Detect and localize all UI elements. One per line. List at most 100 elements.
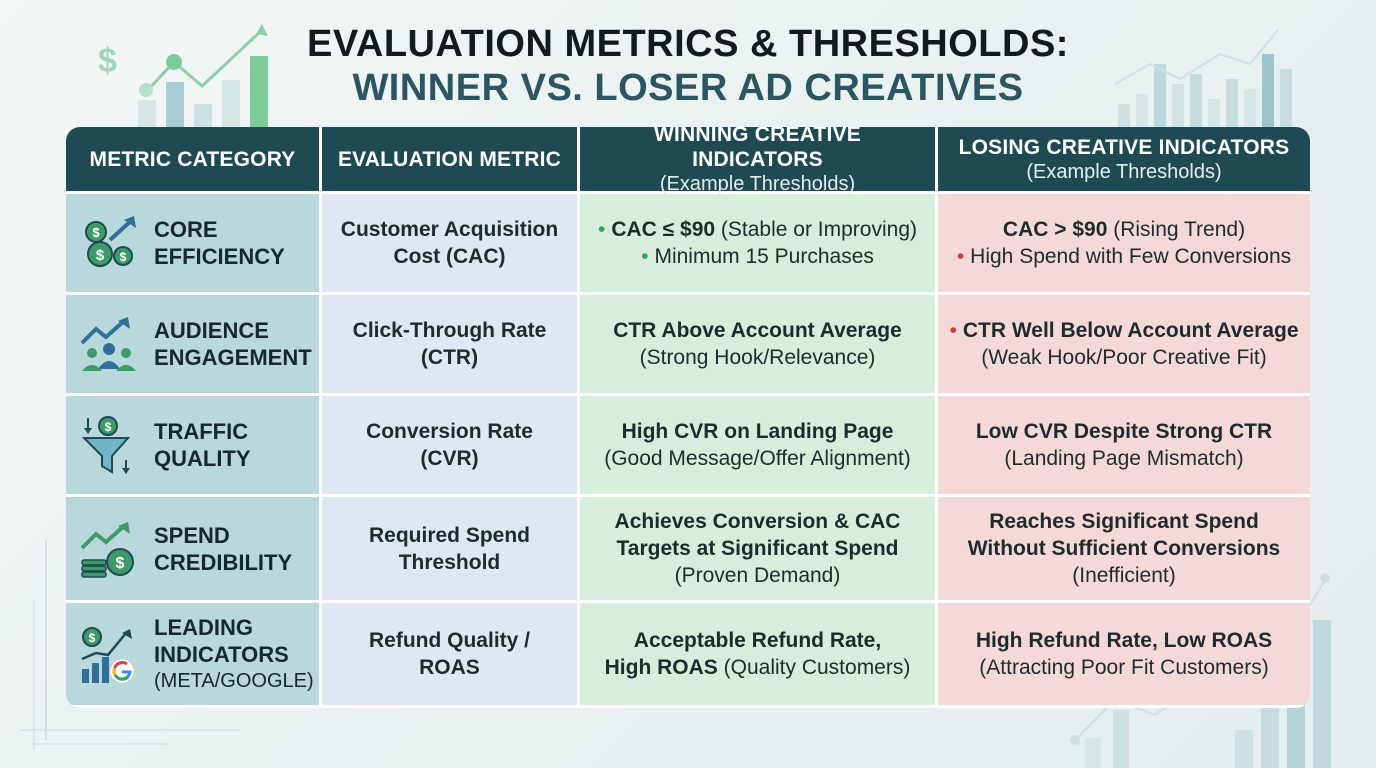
metrics-table: METRIC CATEGORY EVALUATION METRIC WINNIN… [66, 127, 1310, 708]
metric-line: Customer Acquisition [340, 218, 559, 241]
header-label: WINNING CREATIVE INDICATORS [654, 127, 861, 171]
category-label: TRAFFIC QUALITY [154, 418, 251, 472]
lose-text: High Spend with Few Conversions [970, 245, 1292, 268]
category-label: CORE EFFICIENCY [154, 216, 285, 270]
decor-lines-bottom-left [20, 540, 240, 750]
metric-line: Click-Through Rate [352, 319, 547, 342]
win-ctr: CTR Above Account Average (Strong Hook/R… [580, 295, 938, 396]
win-bold: High CVR on Landing Page [621, 420, 894, 443]
metric-line: Refund Quality / [368, 629, 530, 652]
category-line: EFFICIENCY [154, 244, 285, 269]
header-label: EVALUATION METRIC [337, 147, 562, 171]
funnel-icon: $ [81, 416, 131, 474]
header-winning-indicators: WINNING CREATIVE INDICATORS (Example Thr… [580, 127, 938, 195]
title-line-2: WINNER VS. LOSER AD CREATIVES [352, 67, 1024, 109]
win-line: • CAC ≤ $90 (Stable or Improving) [598, 216, 917, 243]
decor-chart-top-left: $ [98, 24, 268, 130]
lose-bold: High Refund Rate, Low ROAS [975, 629, 1273, 652]
svg-text:$: $ [92, 225, 100, 240]
metric-refund-roas: Refund Quality / ROAS [322, 603, 580, 708]
category-line: SPEND [154, 522, 230, 548]
win-cac: • CAC ≤ $90 (Stable or Improving) • Minimu… [580, 194, 938, 295]
audience-growth-icon [80, 317, 136, 371]
metric-line: Threshold [398, 550, 501, 574]
category-line: CREDIBILITY [154, 549, 293, 575]
metric-line: Cost (CAC) [393, 245, 506, 268]
win-text: (Good Message/Offer Alignment) [604, 447, 911, 470]
category-label: LEADING INDICATORS (META/GOOGLE) [154, 614, 314, 695]
lose-line: • High Spend with Few Conversions [957, 243, 1291, 270]
metric-cac: Customer Acquisition Cost (CAC) [322, 194, 580, 295]
win-bold: High ROAS [604, 656, 718, 679]
category-line: LEADING [154, 614, 253, 640]
category-line: CORE [154, 217, 218, 242]
svg-text:$: $ [105, 420, 112, 434]
win-spend: Achieves Conversion & CAC Targets at Sig… [580, 497, 938, 603]
header-evaluation-metric: EVALUATION METRIC [322, 127, 580, 194]
svg-text:$: $ [120, 250, 127, 264]
lose-text: (Rising Trend) [1107, 218, 1246, 241]
lose-bold: Low CVR Despite Strong CTR [975, 420, 1273, 443]
svg-text:$: $ [116, 555, 125, 572]
win-bold: Targets at Significant Spend [616, 537, 899, 560]
win-bold: Acceptable Refund Rate, [633, 629, 882, 652]
red-bullet-icon: • [949, 319, 957, 342]
metric-ctr: Click-Through Rate (CTR) [322, 295, 580, 396]
category-line: ENGAGEMENT [154, 345, 312, 370]
lose-line: • CTR Well Below Account Average [949, 317, 1298, 344]
category-core-efficiency: $ $ $ CORE EFFICIENCY [66, 194, 322, 295]
money-growth-icon: $ $ $ [85, 216, 136, 267]
win-bold: CTR Above Account Average [613, 319, 902, 342]
metric-cvr: Conversion Rate (CVR) [322, 396, 580, 497]
lose-bold: CAC > $90 [1002, 218, 1108, 241]
category-label: AUDIENCE ENGAGEMENT [154, 317, 312, 371]
svg-text:$: $ [89, 631, 96, 645]
category-audience-engagement: AUDIENCE ENGAGEMENT [66, 295, 322, 396]
page-title: EVALUATION METRICS & THRESHOLDS: WINNER … [0, 22, 1376, 110]
metric-line: ROAS [419, 656, 480, 679]
category-subline: (META/GOOGLE) [154, 669, 314, 692]
win-text: (Proven Demand) [674, 564, 841, 587]
category-label: SPEND CREDIBILITY [154, 522, 292, 576]
category-spend-credibility: $ SPEND CREDIBILITY [66, 497, 322, 603]
lose-ctr: • CTR Well Below Account Average (Weak Ho… [938, 295, 1310, 396]
category-leading-indicators: $ LEADING INDICATORS (META/GOOGLE) [66, 603, 322, 708]
lose-bold: CTR Well Below Account Average [962, 319, 1299, 342]
svg-text:$: $ [96, 247, 105, 264]
lose-text: (Weak Hook/Poor Creative Fit) [981, 346, 1267, 369]
lose-line: CAC > $90 (Rising Trend) [1003, 216, 1245, 243]
metric-spend-threshold: Required Spend Threshold [322, 497, 580, 603]
header-sublabel: (Example Thresholds) [659, 173, 856, 195]
header-metric-category: METRIC CATEGORY [66, 127, 322, 194]
header-label: LOSING CREATIVE INDICATORS [958, 135, 1290, 159]
header-label: METRIC CATEGORY [89, 147, 296, 171]
win-bold: Achieves Conversion & CAC [614, 510, 901, 533]
title-line-1: EVALUATION METRICS & THRESHOLDS: [307, 23, 1069, 65]
category-line: TRAFFIC [154, 419, 249, 444]
lose-bold: Reaches Significant Spend [989, 510, 1259, 533]
chart-google-icon: $ [81, 627, 135, 684]
lose-text: (Inefficient) [1072, 564, 1176, 587]
win-line: • Minimum 15 Purchases [641, 243, 874, 270]
lose-spend: Reaches Significant Spend Without Suffic… [938, 497, 1310, 603]
metric-line: Required Spend [368, 523, 531, 547]
green-bullet-icon: • [641, 245, 649, 268]
lose-bold: Without Sufficient Conversions [967, 537, 1281, 560]
metric-line: (CVR) [420, 447, 479, 470]
win-line: High ROAS (Quality Customers) [605, 654, 911, 681]
win-text: (Strong Hook/Relevance) [639, 346, 876, 369]
lose-refund: High Refund Rate, Low ROAS (Attracting P… [938, 603, 1310, 708]
metric-line: Conversion Rate [366, 420, 533, 443]
header-sublabel: (Example Thresholds) [1026, 160, 1222, 183]
category-line: QUALITY [154, 446, 251, 471]
lose-cvr: Low CVR Despite Strong CTR (Landing Page… [938, 396, 1310, 497]
win-bold: CAC ≤ $90 [611, 218, 716, 241]
metric-line: (CTR) [420, 346, 479, 369]
lose-text: (Landing Page Mismatch) [1004, 447, 1244, 470]
svg-text:$: $ [98, 42, 117, 80]
category-line: AUDIENCE [154, 318, 269, 343]
lose-text: (Attracting Poor Fit Customers) [979, 656, 1269, 679]
win-cvr: High CVR on Landing Page (Good Message/O… [580, 396, 938, 497]
header-losing-indicators: LOSING CREATIVE INDICATORS (Example Thre… [938, 127, 1310, 194]
lose-cac: CAC > $90 (Rising Trend) • High Spend wit… [938, 194, 1310, 295]
